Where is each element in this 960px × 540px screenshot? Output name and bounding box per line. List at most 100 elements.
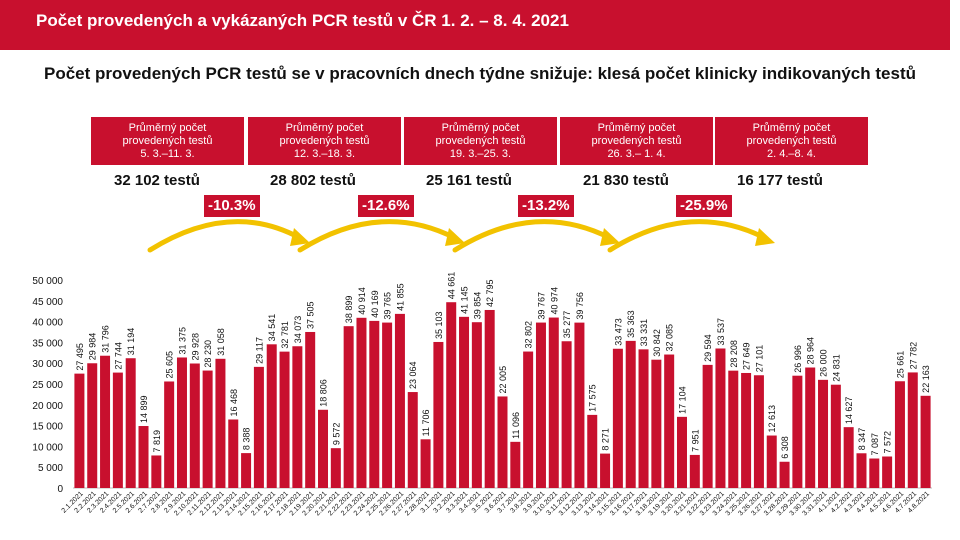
week-box-line: Průměrný počet (752, 122, 831, 134)
bar (176, 357, 187, 488)
bar (151, 455, 162, 488)
bar (433, 341, 444, 488)
bar-value-label: 39 767 (536, 292, 546, 320)
y-tick-label: 40 000 (32, 318, 63, 329)
bar-value-label: 31 194 (126, 328, 136, 356)
week-change-2: -12.6% (358, 195, 414, 217)
bar-value-label: 44 661 (447, 272, 457, 300)
y-tick-label: 5 000 (38, 463, 63, 474)
bar-value-label: 9 572 (331, 423, 341, 446)
y-tick-label: 35 000 (32, 338, 63, 349)
bar-value-label: 29 117 (254, 337, 264, 364)
bar (100, 355, 111, 488)
bar (612, 348, 623, 488)
bar (369, 320, 380, 488)
bar-value-label: 29 928 (190, 333, 200, 361)
bar (625, 340, 636, 488)
bar (228, 419, 239, 488)
bar-value-label: 6 308 (780, 436, 790, 459)
bar (189, 363, 200, 488)
bar (766, 435, 777, 488)
bar (715, 348, 726, 488)
bar-value-label: 27 495 (75, 343, 85, 371)
bar-value-label: 40 974 (549, 287, 559, 315)
bar-value-label: 39 765 (383, 292, 393, 320)
bar (689, 454, 700, 488)
week-box-period: 5. 3.–11. 3. (140, 148, 195, 160)
arrow-head-icon (290, 228, 310, 246)
curved-arrow-icon (607, 219, 768, 253)
week-box-line: provedených testů (591, 135, 682, 147)
header-bar: Počet provedených a vykázaných PCR testů… (0, 0, 950, 50)
bar-value-label: 42 795 (485, 279, 495, 307)
week-box-1: Průměrný počet provedených testů 5. 3.–1… (91, 117, 244, 165)
bar-value-label: 14 899 (139, 395, 149, 423)
curved-arrow-icon (147, 219, 303, 253)
week-box-line: provedených testů (746, 135, 837, 147)
bar (907, 372, 918, 488)
week-box-4: Průměrný počet provedených testů 26. 3.–… (560, 117, 713, 165)
bar-value-label: 7 819 (152, 430, 162, 453)
bar-value-label: 27 101 (754, 345, 764, 373)
page-title: Počet provedených a vykázaných PCR testů… (36, 11, 569, 30)
arrow-head-icon (755, 228, 775, 246)
bar (318, 409, 329, 488)
bar-value-label: 7 572 (883, 431, 893, 454)
y-tick-label: 25 000 (32, 380, 63, 391)
bar (394, 313, 405, 488)
bar (241, 453, 252, 488)
bar (741, 372, 752, 488)
bar (561, 341, 572, 488)
bar-value-label: 17 104 (677, 386, 687, 414)
bar (830, 384, 841, 488)
week-total-4: 21 830 testů (583, 172, 669, 189)
bar (420, 439, 431, 488)
bar (407, 392, 418, 488)
bar (728, 370, 739, 488)
bar (894, 381, 905, 488)
week-box-3: Průměrný počet provedených testů 19. 3.–… (404, 117, 557, 165)
bar-value-label: 27 744 (113, 342, 123, 370)
bar-value-label: 39 854 (472, 292, 482, 320)
bar (459, 316, 470, 488)
bar (125, 358, 136, 488)
week-box-line: Průměrný počet (597, 122, 676, 134)
y-tick-label: 45 000 (32, 297, 63, 308)
week-box-2: Průměrný počet provedených testů 12. 3.–… (248, 117, 401, 165)
bar (112, 372, 123, 488)
bar-value-label: 33 473 (613, 318, 623, 346)
bar-value-label: 40 169 (370, 290, 380, 318)
week-change-3: -13.2% (518, 195, 574, 217)
week-box-period: 26. 3.– 1. 4. (607, 148, 666, 160)
bar (856, 453, 867, 488)
week-box-line: provedených testů (279, 135, 370, 147)
bar-value-label: 34 541 (267, 314, 277, 342)
bar-value-label: 27 649 (742, 342, 752, 370)
bar-value-label: 24 831 (831, 354, 841, 382)
bar-value-label: 30 842 (652, 329, 662, 357)
chart-subtitle: Počet provedených PCR testů se v pracovn… (44, 64, 916, 83)
bar-value-label: 29 984 (88, 333, 98, 361)
bar (484, 309, 495, 488)
y-tick-label: 10 000 (32, 442, 63, 453)
bar (356, 317, 367, 488)
bar-value-label: 7 087 (870, 433, 880, 456)
bar (638, 349, 649, 488)
bar-value-label: 32 085 (665, 324, 675, 352)
bar (497, 396, 508, 488)
bar-value-label: 26 000 (819, 349, 829, 377)
bar-value-label: 12 613 (767, 405, 777, 433)
arrow-head-icon (600, 228, 620, 246)
bar (164, 381, 175, 488)
bar-value-label: 25 661 (895, 351, 905, 379)
bar-value-label: 33 537 (716, 318, 726, 346)
arrow-head-icon (445, 228, 465, 246)
bar (651, 359, 662, 488)
bar (779, 461, 790, 488)
bar-value-label: 35 277 (562, 311, 572, 339)
y-tick-label: 50 000 (32, 276, 63, 287)
bar-value-label: 35 103 (434, 311, 444, 339)
bar (330, 448, 341, 488)
bar (266, 344, 277, 488)
bar-value-label: 28 230 (203, 340, 213, 368)
